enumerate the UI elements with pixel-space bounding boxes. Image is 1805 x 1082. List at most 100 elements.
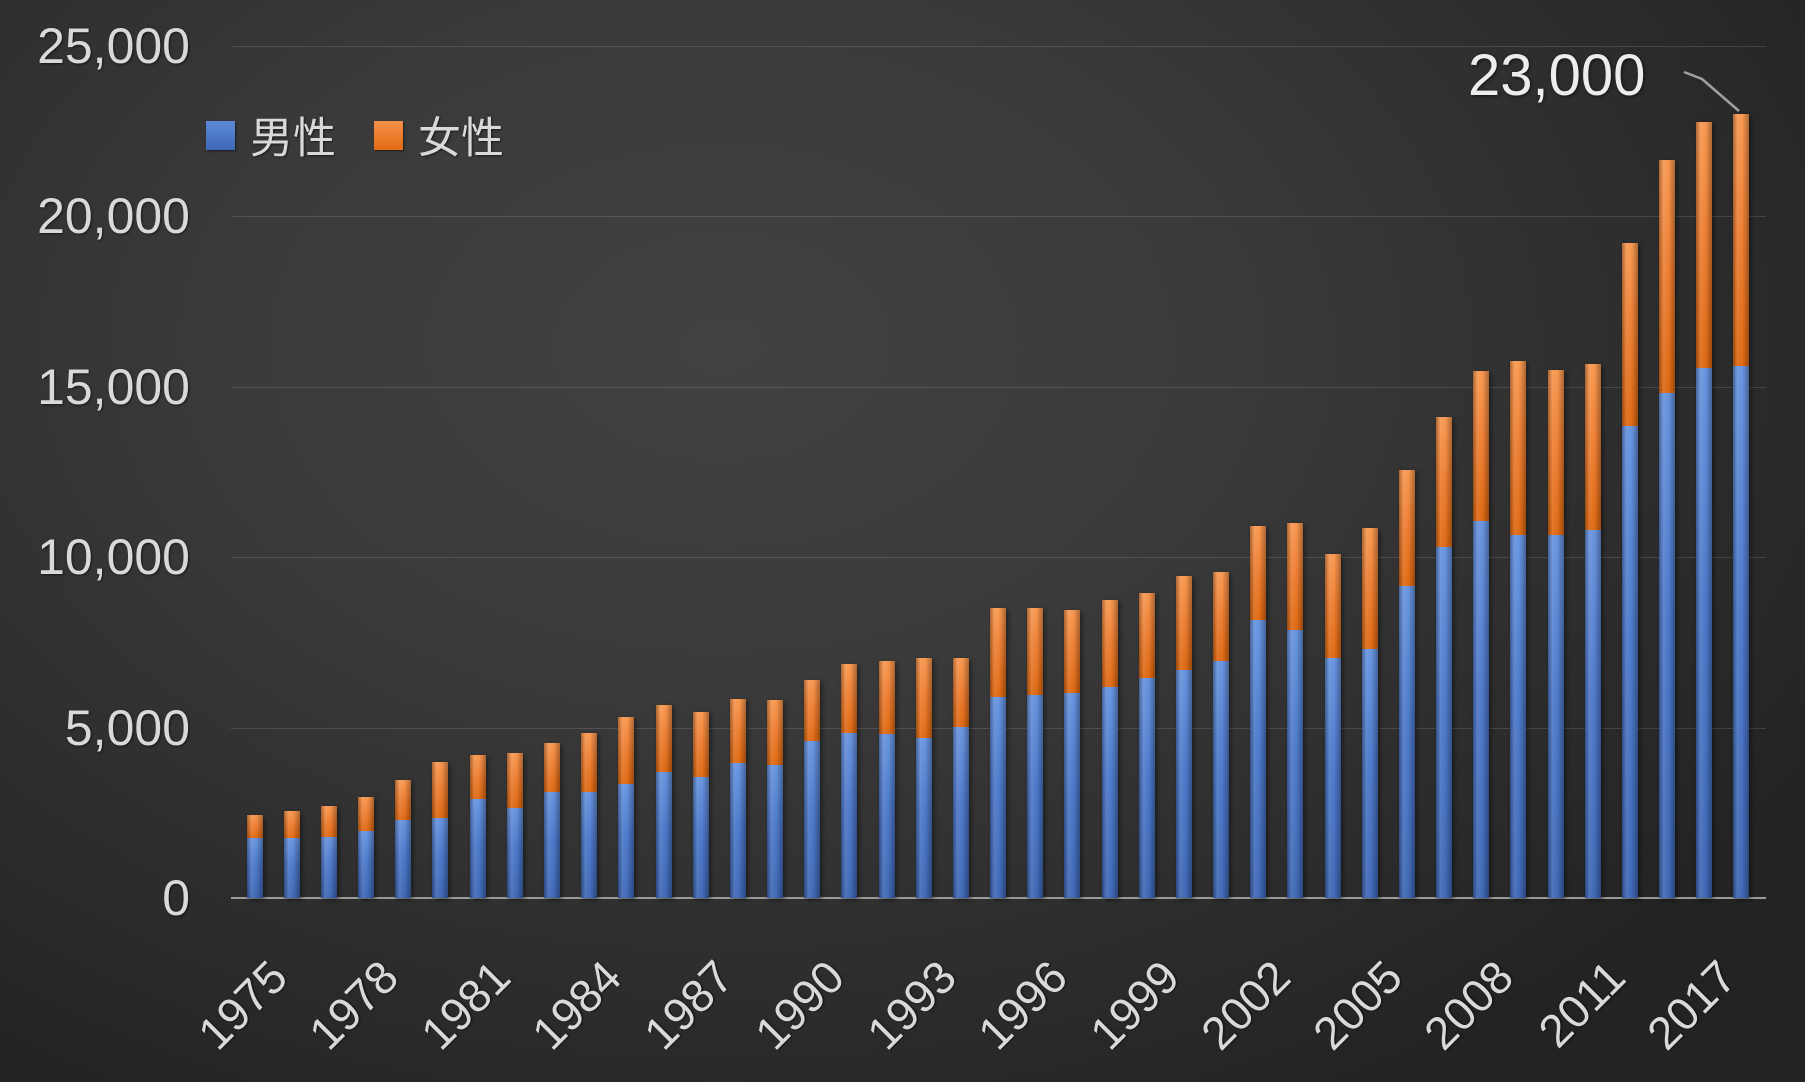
bar-segment-male[interactable]: [432, 817, 449, 898]
bar-segment-male[interactable]: [1250, 620, 1267, 898]
bar-segment-male[interactable]: [692, 776, 709, 898]
bar-segment-female[interactable]: [1510, 360, 1527, 535]
bar-segment-male[interactable]: [655, 771, 672, 898]
bar-segment-female[interactable]: [544, 742, 560, 793]
bar-segment-male[interactable]: [1547, 534, 1564, 898]
bar-segment-female[interactable]: [804, 679, 821, 742]
bar-segment-male[interactable]: [618, 783, 635, 898]
bar-segment-female[interactable]: [581, 732, 598, 793]
bar-segment-female[interactable]: [878, 661, 895, 735]
bar-segment-female[interactable]: [655, 705, 672, 772]
bar-group-1977: [320, 805, 337, 898]
bar-segment-male[interactable]: [395, 819, 412, 898]
bar-segment-male[interactable]: [1287, 630, 1304, 898]
bar-segment-female[interactable]: [1547, 369, 1564, 535]
bar-group-1996: [1027, 608, 1044, 898]
bar-segment-male[interactable]: [1621, 425, 1638, 898]
bar-segment-male[interactable]: [1064, 693, 1081, 898]
bar-segment-female[interactable]: [1621, 243, 1638, 426]
bar-segment-male[interactable]: [283, 838, 300, 898]
bar-group-1986: [655, 705, 672, 898]
bar-group-1987: [692, 712, 709, 898]
bar-segment-male[interactable]: [1696, 367, 1713, 898]
bar-segment-male[interactable]: [841, 732, 858, 898]
bar-segment-male[interactable]: [506, 807, 523, 898]
bar-segment-female[interactable]: [320, 805, 337, 837]
bar-segment-female[interactable]: [1101, 599, 1118, 687]
bar-segment-female[interactable]: [1138, 592, 1155, 679]
bar-segment-female[interactable]: [915, 657, 932, 738]
bar-segment-male[interactable]: [767, 764, 783, 898]
bar-group-1992: [878, 661, 895, 898]
bar-segment-female[interactable]: [1398, 470, 1415, 586]
bar-segment-female[interactable]: [692, 712, 709, 777]
bar-group-2013: [1621, 243, 1638, 898]
bar-segment-male[interactable]: [804, 741, 821, 898]
bar-segment-female[interactable]: [1213, 572, 1229, 661]
bar-segment-female[interactable]: [767, 700, 783, 765]
bar-segment-male[interactable]: [1175, 669, 1192, 898]
bar-group-1980: [432, 761, 449, 898]
bar-segment-female[interactable]: [841, 664, 858, 733]
bar-segment-female[interactable]: [469, 754, 486, 800]
bar-segment-male[interactable]: [1101, 686, 1118, 898]
bar-segment-male[interactable]: [1361, 649, 1378, 898]
bar-segment-female[interactable]: [283, 811, 300, 839]
x-axis-line: [231, 897, 1766, 899]
bar-segment-male[interactable]: [1138, 678, 1155, 898]
bar-group-2010: [1547, 369, 1564, 898]
y-axis-tick-label: 5,000: [64, 699, 190, 756]
bar-segment-female[interactable]: [1659, 159, 1676, 394]
bar-segment-female[interactable]: [729, 698, 746, 764]
bar-segment-female[interactable]: [1027, 608, 1044, 696]
bar-segment-male[interactable]: [358, 831, 375, 898]
bar-segment-female[interactable]: [246, 814, 263, 839]
bar-segment-male[interactable]: [1659, 393, 1676, 898]
y-axis-tick-label: 20,000: [37, 188, 190, 244]
bar-segment-female[interactable]: [432, 761, 449, 818]
bar-segment-male[interactable]: [990, 696, 1006, 898]
bar-segment-female[interactable]: [1250, 526, 1267, 621]
bar-segment-female[interactable]: [1324, 553, 1341, 658]
bar-segment-male[interactable]: [1398, 586, 1415, 898]
bar-segment-female[interactable]: [1696, 122, 1713, 368]
bar-segment-male[interactable]: [1510, 534, 1527, 898]
bar-segment-male[interactable]: [1473, 521, 1490, 898]
bar-segment-male[interactable]: [320, 836, 337, 898]
legend-label-male: 男性: [250, 115, 336, 163]
bar-segment-female[interactable]: [1436, 417, 1452, 547]
bar-group-2002: [1250, 526, 1267, 898]
bar-segment-male[interactable]: [1324, 657, 1341, 898]
bar-group-2005: [1361, 528, 1378, 898]
legend-item-female[interactable]: 女性: [374, 104, 504, 166]
bar-segment-male[interactable]: [729, 763, 746, 898]
bar-segment-male[interactable]: [1436, 546, 1452, 898]
bar-segment-female[interactable]: [1361, 528, 1378, 650]
bar-segment-male[interactable]: [581, 792, 598, 898]
bar-group-1984: [581, 732, 598, 898]
bar-segment-female[interactable]: [395, 780, 412, 820]
bar-segment-female[interactable]: [506, 753, 523, 808]
bar-segment-female[interactable]: [952, 657, 969, 728]
legend-item-male[interactable]: 男性: [206, 104, 336, 166]
bar-segment-female[interactable]: [1473, 371, 1490, 522]
bar-segment-female[interactable]: [1733, 113, 1750, 366]
bar-segment-male[interactable]: [1733, 365, 1750, 898]
bar-segment-male[interactable]: [952, 727, 969, 898]
bar-segment-female[interactable]: [618, 717, 635, 784]
bar-segment-male[interactable]: [1584, 529, 1601, 898]
bar-segment-male[interactable]: [469, 799, 486, 898]
bar-segment-female[interactable]: [1584, 364, 1601, 530]
bar-segment-female[interactable]: [990, 608, 1006, 697]
bar-segment-male[interactable]: [1213, 660, 1229, 898]
bar-segment-male[interactable]: [915, 737, 932, 898]
bar-segment-female[interactable]: [1287, 522, 1304, 631]
bar-segment-male[interactable]: [246, 838, 263, 898]
bar-segment-female[interactable]: [1064, 609, 1081, 694]
bar-segment-male[interactable]: [544, 792, 560, 898]
data-label-callout[interactable]: 23,000: [1468, 43, 1646, 108]
bar-segment-female[interactable]: [358, 797, 375, 832]
bar-segment-male[interactable]: [1027, 695, 1044, 898]
bar-segment-male[interactable]: [878, 734, 895, 898]
bar-segment-female[interactable]: [1175, 575, 1192, 670]
